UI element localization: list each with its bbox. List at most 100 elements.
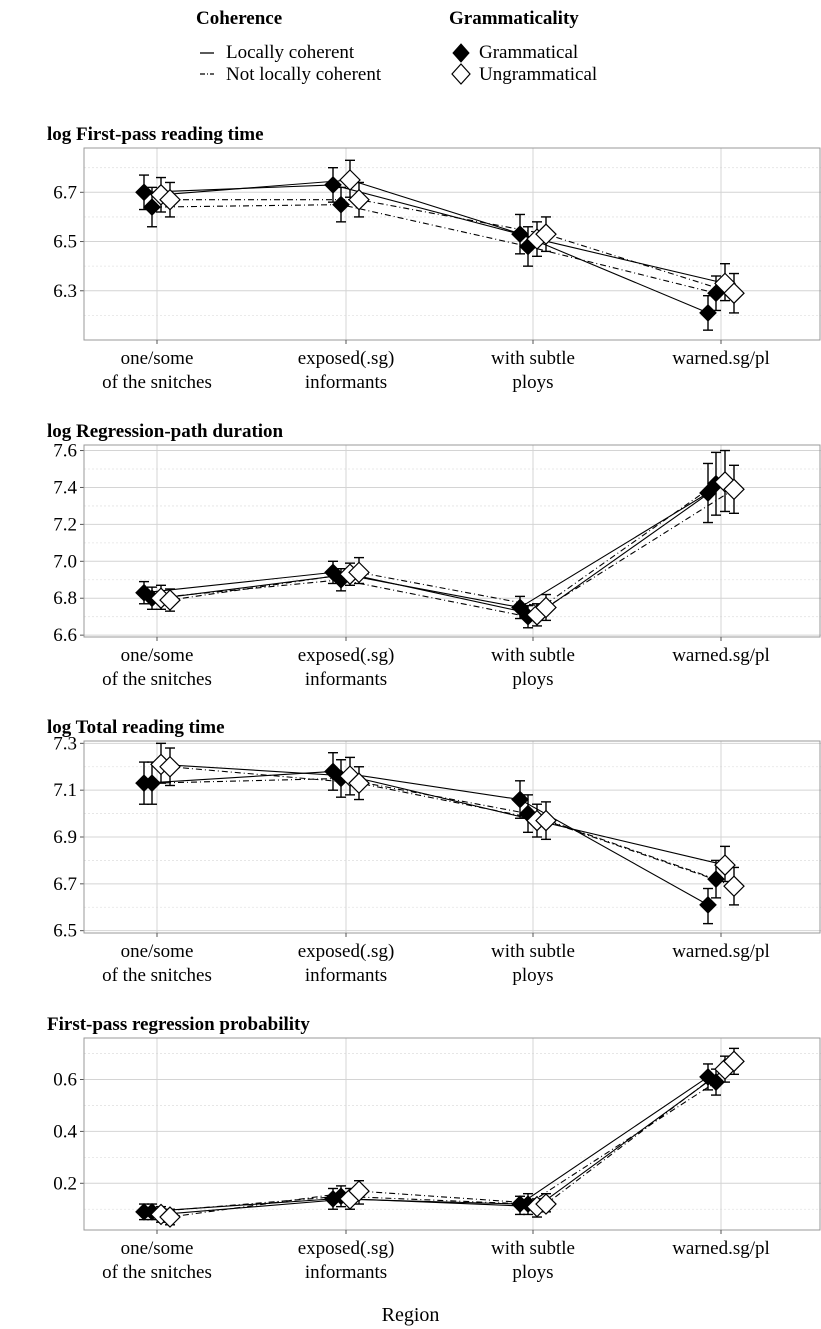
y-tick-label: 6.8 xyxy=(53,588,77,609)
x-tick-label: with subtle xyxy=(491,1238,575,1259)
data-point xyxy=(348,772,370,794)
data-point xyxy=(159,188,181,211)
x-axis-title: Region xyxy=(381,1304,440,1326)
series-line xyxy=(160,481,726,616)
legend-line-keys xyxy=(200,52,214,75)
data-point xyxy=(159,589,181,611)
y-tick-label: 0.4 xyxy=(53,1121,77,1142)
data-point xyxy=(535,223,557,246)
series-line xyxy=(151,204,717,294)
data-point xyxy=(511,225,529,244)
x-tick-label: one/some xyxy=(121,348,194,369)
data-point xyxy=(348,561,370,584)
legend-marker-keys xyxy=(451,43,471,85)
data-point xyxy=(714,854,736,876)
x-tick-label: one/some xyxy=(121,1238,194,1259)
data-point xyxy=(511,598,529,617)
x-tick-label: with subtle xyxy=(491,348,575,369)
data-point xyxy=(535,809,557,832)
data-point xyxy=(707,1073,725,1091)
x-tick-label: exposed(.sg) xyxy=(298,941,395,962)
data-point xyxy=(699,304,717,322)
x-tick-label: of the snitches xyxy=(102,1262,212,1283)
data-point xyxy=(348,188,370,211)
y-tick-label: 7.4 xyxy=(53,477,77,498)
y-tick-label: 7.0 xyxy=(53,551,77,572)
data-point xyxy=(159,1206,181,1228)
legend-ungrammatical: Ungrammatical xyxy=(479,64,598,85)
data-point xyxy=(723,875,745,898)
series-line xyxy=(170,199,735,294)
x-tick-label: warned.sg/pl xyxy=(672,1238,770,1259)
x-tick-label: of the snitches xyxy=(102,372,212,393)
legend-grammatical: Grammatical xyxy=(479,42,579,63)
data-point xyxy=(339,169,361,191)
series-line xyxy=(143,1076,709,1213)
chart-panel-4: First-pass regression probability 0.2 0.4 0… xyxy=(47,1014,821,1283)
chart-panel-1: log First-pass reading time 6.3 6.5 6.7 one/… xyxy=(47,124,821,393)
data-point xyxy=(348,1180,370,1202)
plot-frame xyxy=(83,740,821,934)
x-tick-label: informants xyxy=(305,669,387,690)
chart-panel-2: log Regression-path duration 6.6 6.8 7.0 7.2… xyxy=(47,421,821,690)
data-point xyxy=(511,790,529,809)
legend-grammaticality-title: Grammaticality xyxy=(449,8,579,29)
y-tick-label: 0.2 xyxy=(53,1173,77,1194)
series-line xyxy=(169,1060,735,1218)
panel-title: First-pass regression probability xyxy=(47,1014,310,1035)
y-tick-label: 6.9 xyxy=(53,827,77,848)
data-point xyxy=(324,176,342,194)
x-tick-label: warned.sg/pl xyxy=(672,645,770,666)
x-tick-label: one/some xyxy=(121,645,194,666)
x-tick-label: informants xyxy=(305,372,387,393)
y-tick-label: 7.6 xyxy=(53,441,77,462)
series-line xyxy=(143,492,709,609)
plot-frame xyxy=(83,444,821,638)
ungrammatical-marker-key xyxy=(451,63,471,85)
series-line xyxy=(143,770,709,906)
x-tick-label: ploys xyxy=(512,372,553,393)
x-tick-label: with subtle xyxy=(491,941,575,962)
panel-title: log First-pass reading time xyxy=(47,124,264,145)
series-line xyxy=(160,1068,726,1215)
series-line xyxy=(169,766,735,887)
data-point xyxy=(699,484,717,502)
x-tick-label: warned.sg/pl xyxy=(672,348,770,369)
x-tick-label: of the snitches xyxy=(102,965,212,986)
y-tick-label: 7.2 xyxy=(53,514,77,535)
x-tick-label: with subtle xyxy=(491,645,575,666)
x-tick-label: informants xyxy=(305,1262,387,1283)
y-tick-label: 6.3 xyxy=(53,281,77,302)
data-point xyxy=(707,870,725,888)
x-tick-label: warned.sg/pl xyxy=(672,941,770,962)
x-tick-label: exposed(.sg) xyxy=(298,348,395,369)
series-line xyxy=(151,483,717,618)
series-line xyxy=(169,488,735,609)
data-point xyxy=(143,198,161,216)
plot-frame xyxy=(83,1037,821,1231)
data-point xyxy=(699,896,717,914)
x-tick-label: of the snitches xyxy=(102,669,212,690)
data-point xyxy=(535,596,557,619)
legend-coherence-title: Coherence xyxy=(196,8,283,29)
data-point xyxy=(723,1050,745,1073)
x-tick-label: exposed(.sg) xyxy=(298,1238,395,1259)
y-tick-label: 6.5 xyxy=(53,232,77,253)
x-tick-label: ploys xyxy=(512,965,553,986)
legend-not-locally-coherent: Not locally coherent xyxy=(226,64,382,85)
x-tick-label: exposed(.sg) xyxy=(298,645,395,666)
panel-title: log Total reading time xyxy=(47,717,225,738)
data-point xyxy=(723,282,745,305)
y-tick-label: 7.1 xyxy=(53,780,77,801)
y-tick-label: 6.5 xyxy=(53,921,77,942)
x-tick-label: informants xyxy=(305,965,387,986)
series-line xyxy=(151,1081,717,1213)
legend-locally-coherent: Locally coherent xyxy=(226,42,355,63)
data-point xyxy=(159,755,181,778)
data-point xyxy=(332,195,350,214)
x-tick-label: ploys xyxy=(512,669,553,690)
data-point xyxy=(535,1193,557,1215)
panel-title: log Regression-path duration xyxy=(47,421,284,442)
legend: Coherence Locally coherent Not locally c… xyxy=(0,0,821,100)
